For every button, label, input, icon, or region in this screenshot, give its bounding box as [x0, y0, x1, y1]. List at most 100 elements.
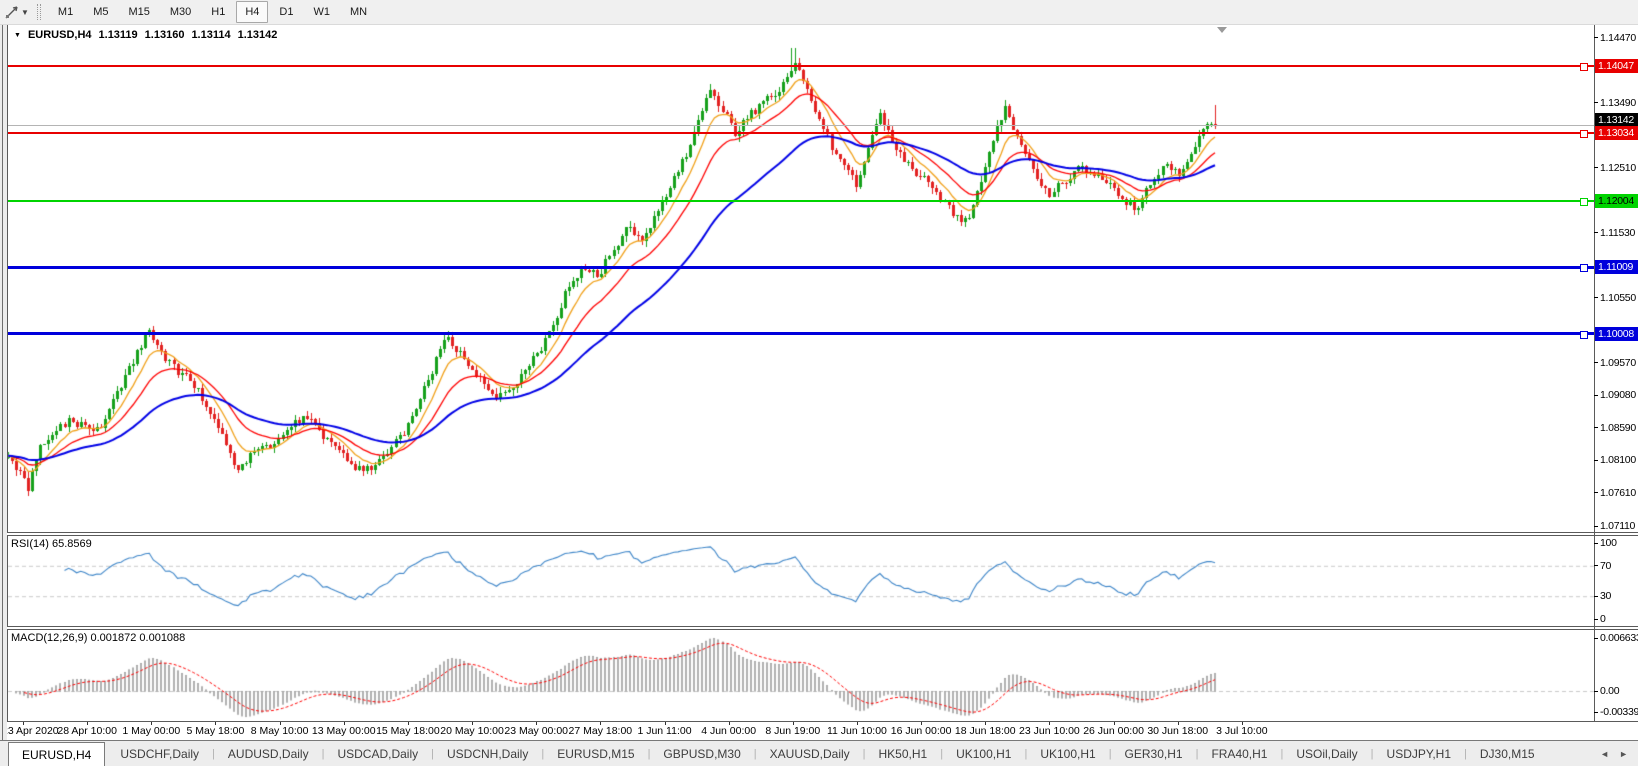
timeframe-button-h4[interactable]: H4 [236, 1, 269, 23]
tab-separator: | [1024, 747, 1028, 760]
ohlc-open: 1.13119 [98, 29, 138, 41]
chart-tab-usdcnh-daily[interactable]: USDCNH,Daily [447, 746, 529, 761]
chart-tool-caret-icon[interactable]: ▼ [21, 7, 29, 17]
level-line-marker[interactable] [1580, 264, 1588, 273]
timeframe-button-d1[interactable]: D1 [279, 6, 294, 18]
chart-tab-usdjpy-h1[interactable]: USDJPY,H1 [1386, 746, 1452, 761]
chart-tab-usoil-daily[interactable]: USOil,Daily [1296, 746, 1358, 761]
price-axis-tick [1594, 167, 1598, 169]
tab-separator: | [862, 747, 866, 760]
timeframe-toolbar: ▼ M1 M5 M15 M30 H1 H4 D1 W1 MN [0, 0, 1638, 25]
date-axis-tick [1241, 722, 1243, 725]
level-price-label: 1.11009 [1595, 260, 1638, 275]
horizontal-level-line[interactable] [8, 64, 1594, 67]
chart-tab-usdcad-daily[interactable]: USDCAD,Daily [337, 746, 419, 761]
level-line-marker[interactable] [1580, 129, 1588, 138]
chart-cursor-icon[interactable] [4, 5, 19, 20]
chart-tab-fra40-h1[interactable]: FRA40,H1 [1211, 746, 1268, 761]
timeframe-button-m1[interactable]: M1 [57, 6, 74, 18]
date-axis-tick [728, 722, 730, 725]
chart-tab-ger30-h1[interactable]: GER30,H1 [1124, 746, 1183, 761]
chart-tab-eurusd-m15[interactable]: EURUSD,M15 [557, 746, 635, 761]
tab-scroll-controls: ◄ ► [1590, 741, 1638, 766]
date-axis-tick [472, 722, 474, 725]
ohlc-close: 1.13142 [237, 29, 278, 41]
chart-tab-usdchf-daily[interactable]: USDCHF,Daily [120, 746, 200, 761]
date-axis-tick [215, 722, 217, 725]
horizontal-level-line[interactable] [8, 200, 1594, 203]
level-price-label: 1.14047 [1595, 58, 1638, 73]
chart-shift-marker[interactable] [1217, 27, 1227, 33]
date-axis-tick [600, 722, 602, 725]
price-axis-label: 1.08100 [1600, 454, 1636, 467]
date-axis-label: 8 May 10:00 [250, 725, 309, 737]
rsi-axis-label: 30 [1600, 590, 1612, 603]
tab-separator: | [212, 747, 215, 760]
tab-separator: | [321, 747, 325, 760]
price-axis-label: 1.13490 [1600, 96, 1636, 109]
horizontal-level-line[interactable] [8, 332, 1594, 336]
price-axis-label: 1.09570 [1600, 356, 1636, 369]
chart-tab-audusd-daily[interactable]: AUDUSD,Daily [227, 746, 309, 761]
date-axis-label: 18 Jun 18:00 [954, 725, 1016, 737]
date-axis-tick [23, 722, 24, 725]
toolbar-grip[interactable] [36, 4, 41, 20]
price-axis-label: 1.11530 [1600, 226, 1636, 239]
timeframe-button-m5[interactable]: M5 [93, 6, 109, 18]
horizontal-level-line[interactable] [8, 265, 1594, 269]
level-line-marker[interactable] [1580, 62, 1588, 71]
chart-tab-hk50-h1[interactable]: HK50,H1 [878, 746, 928, 761]
price-axis-label: 1.10550 [1600, 291, 1636, 304]
left-window-edge [0, 24, 7, 740]
date-axis-label: 5 May 18:00 [186, 725, 245, 737]
rsi-axis-tick [1594, 565, 1598, 567]
chart-tab-gbpusd-m30[interactable]: GBPUSD,M30 [663, 746, 741, 761]
date-axis-tick [407, 722, 409, 725]
price-axis-label: 1.08590 [1600, 421, 1636, 434]
chart-tab-uk100-h1[interactable]: UK100,H1 [1040, 746, 1096, 761]
tab-separator: | [431, 747, 434, 760]
tab-scroll-right-icon[interactable]: ► [1619, 748, 1628, 759]
level-line-marker[interactable] [1580, 330, 1588, 339]
date-axis-label: 28 Apr 10:00 [57, 725, 117, 737]
rsi-axis-tick [1594, 595, 1598, 597]
timeframe-button-m30[interactable]: M30 [169, 6, 192, 18]
timeframe-button-m15[interactable]: M15 [128, 6, 150, 18]
price-axis-tick [1594, 492, 1598, 494]
symbol-dropdown-icon[interactable]: ▼ [14, 31, 21, 39]
date-axis-tick [792, 722, 794, 725]
date-axis-label: 30 Jun 18:00 [1147, 725, 1209, 737]
date-axis-tick [1113, 722, 1115, 725]
chart-title[interactable]: ▼ EURUSD,H4 1.13119 1.13160 1.13114 1.13… [14, 29, 277, 41]
chart-tab-xauusd-daily[interactable]: XAUUSD,Daily [769, 746, 850, 761]
current-price-line[interactable] [8, 125, 1594, 127]
tab-separator: | [753, 747, 757, 760]
horizontal-level-line[interactable] [8, 131, 1594, 134]
timeframe-button-mn[interactable]: MN [349, 6, 368, 18]
tab-scroll-left-icon[interactable]: ◄ [1600, 748, 1610, 759]
macd-axis-tick [1594, 711, 1598, 713]
chart-tab-eurusd-h4[interactable]: EURUSD,H4 [8, 742, 106, 766]
date-axis-label: 4 Jun 00:00 [701, 725, 757, 737]
ohlc-low: 1.13114 [191, 29, 231, 41]
level-price-label: 1.10008 [1595, 326, 1638, 341]
price-axis-tick [1594, 297, 1598, 299]
date-axis-label: 11 Jun 10:00 [826, 725, 887, 737]
chart-tab-dj30-m15[interactable]: DJ30,M15 [1479, 746, 1535, 761]
date-axis-tick [1049, 722, 1051, 725]
date-axis-label: 27 May 18:00 [568, 725, 633, 737]
timeframe-button-w1[interactable]: W1 [313, 6, 330, 18]
price-axis-tick [1594, 459, 1598, 461]
macd-axis-label: -0.00339 [1600, 706, 1638, 718]
level-line-marker[interactable] [1580, 198, 1588, 207]
date-axis-label: 1 May 00:00 [122, 725, 181, 737]
price-axis-line [1594, 24, 1595, 722]
date-axis-label: 15 May 18:00 [376, 725, 440, 737]
chart-tab-uk100-h1[interactable]: UK100,H1 [956, 746, 1012, 761]
rsi-indicator-label: RSI(14) 65.8569 [11, 538, 92, 550]
date-axis-tick [921, 722, 923, 725]
timeframe-button-h1[interactable]: H1 [211, 6, 226, 18]
date-axis-tick [279, 722, 281, 725]
